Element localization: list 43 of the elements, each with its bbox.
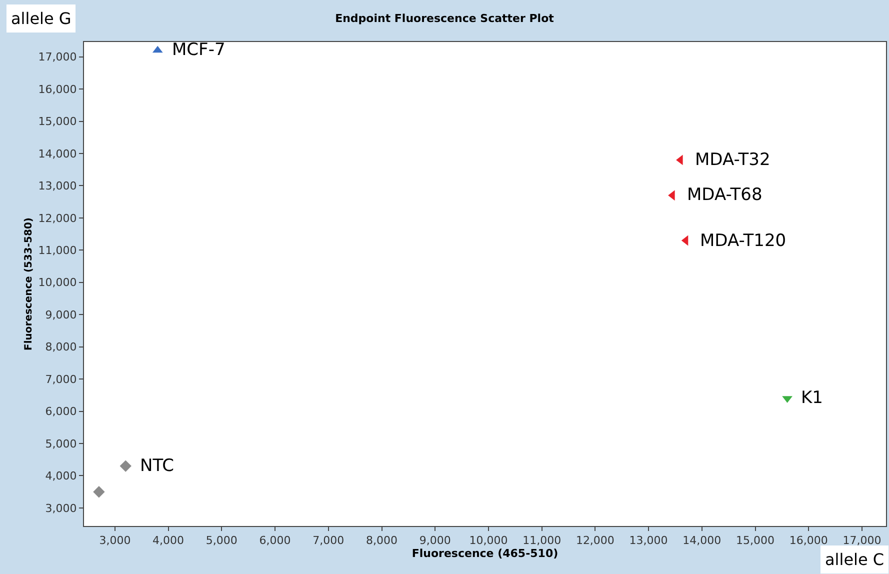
y-tick-label: 5,000	[45, 437, 77, 450]
y-axis-title: Fluorescence (533-580)	[23, 218, 34, 350]
y-tick-label: 11,000	[38, 244, 77, 258]
y-tick-label: 7,000	[45, 372, 77, 386]
x-tick-label: 4,000	[152, 534, 184, 548]
point	[93, 486, 105, 498]
x-tick-label: 13,000	[629, 534, 668, 548]
y-tick-label: 12,000	[38, 212, 77, 225]
point	[120, 460, 132, 472]
annotation: MCF-7	[172, 40, 226, 60]
y-tick-label: 16,000	[38, 82, 77, 96]
annotation: MDA-T68	[687, 185, 762, 205]
chart-title: Endpoint Fluorescence Scatter Plot	[335, 12, 554, 26]
y-tick-label: 15,000	[38, 115, 77, 128]
x-tick-label: 3,000	[99, 534, 131, 548]
y-tick-label: 9,000	[45, 308, 77, 322]
text: allele G	[11, 9, 72, 28]
text: allele C	[825, 550, 884, 569]
x-tick-label: 14,000	[682, 534, 722, 548]
y-tick-label: 6,000	[45, 405, 77, 418]
annotation: MDA-T32	[695, 150, 770, 170]
y-tick-label: 10,000	[38, 276, 77, 290]
y-tick-label: 8,000	[45, 340, 77, 354]
x-tick-label: 16,000	[789, 534, 828, 548]
y-tick-label: 4,000	[45, 470, 77, 483]
x-tick-label: 5,000	[206, 534, 238, 548]
x-tick-label: 11,000	[522, 534, 562, 548]
x-tick-label: 15,000	[736, 534, 775, 548]
y-tick-label: 14,000	[38, 147, 77, 160]
annotation: K1	[801, 388, 823, 408]
x-tick-label: 17,000	[842, 534, 882, 548]
x-tick-label: 7,000	[312, 534, 344, 548]
x-tick-label: 12,000	[576, 534, 614, 548]
y-tick-label: 3,000	[45, 502, 77, 515]
annotation: MDA-T120	[700, 231, 786, 251]
y-tick-label: 17,000	[38, 50, 77, 64]
y-tick-label: 13,000	[38, 180, 77, 193]
annotation: NTC	[140, 456, 174, 476]
x-tick-label: 6,000	[259, 534, 291, 548]
x-axis-title: Fluorescence (465-510)	[412, 547, 558, 560]
x-tick-label: 9,000	[419, 534, 451, 548]
x-tick-label: 8,000	[366, 534, 398, 548]
x-tick-label: 10,000	[469, 534, 508, 548]
